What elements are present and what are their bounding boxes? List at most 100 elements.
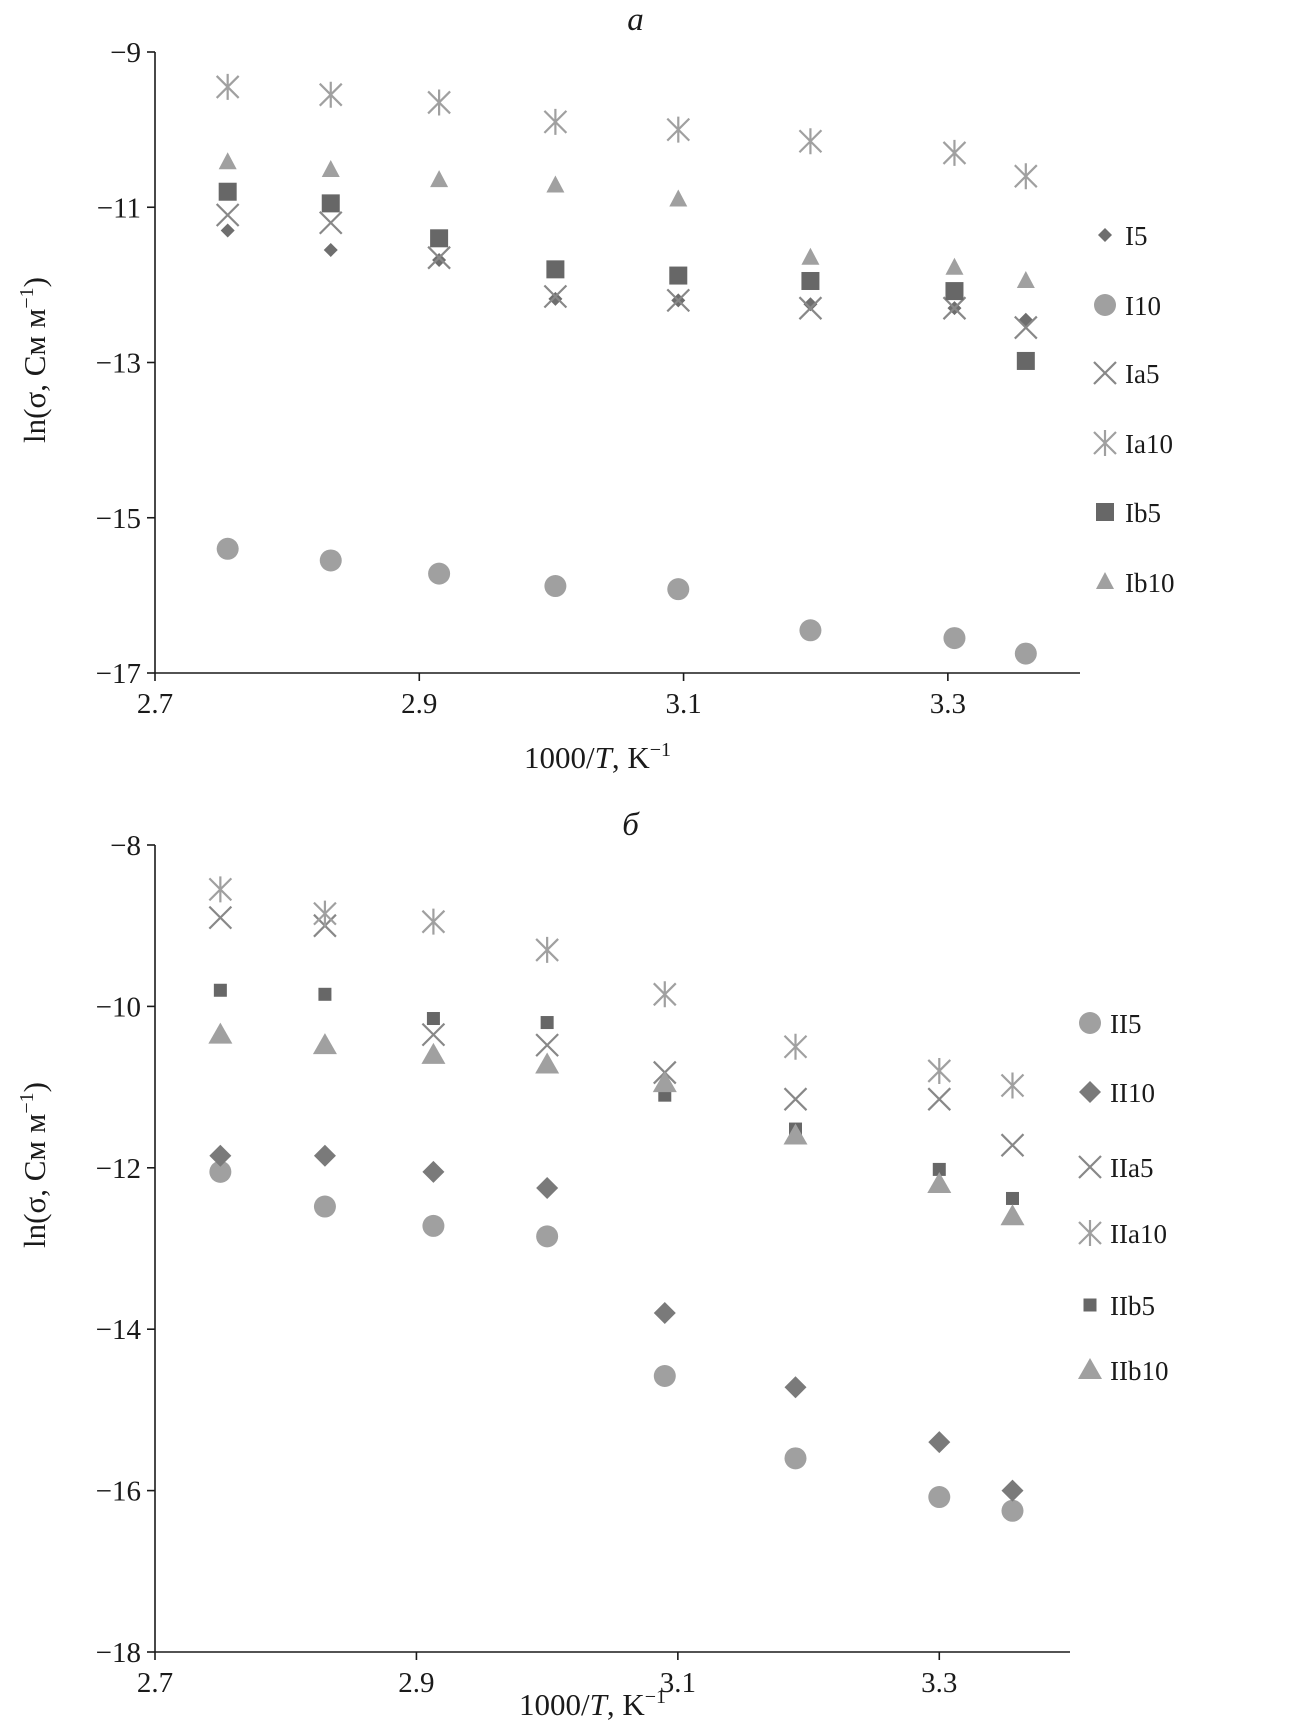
data-point-Ib10 bbox=[1016, 270, 1035, 288]
data-point-Ia10 bbox=[215, 73, 240, 100]
legend-label: IIa10 bbox=[1110, 1219, 1167, 1249]
data-point-Ib5 bbox=[669, 266, 688, 285]
x-tick-label: 2.9 bbox=[398, 1667, 434, 1699]
data-point-Ia5 bbox=[798, 296, 823, 320]
series-IIb10 bbox=[208, 1022, 1025, 1226]
y-axis-title: ln(σ, Cм м−1) bbox=[16, 1082, 52, 1248]
data-point-I10 bbox=[319, 549, 342, 572]
data-point-Ib10 bbox=[945, 257, 964, 275]
series-Ib5 bbox=[218, 182, 1035, 370]
data-point-Ib5 bbox=[945, 282, 964, 301]
data-point-Ib10 bbox=[218, 152, 237, 170]
data-point-Ia10 bbox=[543, 108, 568, 135]
y-tick-label: −13 bbox=[96, 348, 141, 380]
data-point-I5 bbox=[220, 223, 235, 238]
data-point-IIb10 bbox=[927, 1171, 952, 1193]
y-axis-title: ln(σ, Cм м−1) bbox=[16, 277, 52, 443]
x-tick-label: 3.3 bbox=[921, 1667, 957, 1699]
data-point-I5 bbox=[803, 297, 818, 312]
data-point-I5 bbox=[1018, 312, 1033, 327]
legend-marker-IIa5 bbox=[1078, 1155, 1102, 1179]
y-tick-label: −17 bbox=[96, 658, 141, 690]
data-point-Ia10 bbox=[942, 139, 967, 166]
data-point-I5 bbox=[323, 242, 338, 257]
data-point-I10 bbox=[799, 619, 822, 642]
data-point-IIb5 bbox=[540, 1016, 554, 1030]
data-point-Ia10 bbox=[1014, 163, 1038, 190]
series-Ia10 bbox=[215, 73, 1038, 190]
data-point-IIb10 bbox=[783, 1123, 808, 1145]
y-tick-label: −9 bbox=[110, 37, 141, 69]
data-point-Ib10 bbox=[546, 175, 565, 193]
data-point-II10 bbox=[784, 1376, 807, 1399]
data-point-Ia5 bbox=[666, 288, 691, 313]
data-point-Ib10 bbox=[430, 170, 449, 188]
y-tick-label: −12 bbox=[96, 1153, 141, 1185]
legend-marker-II5 bbox=[1079, 1012, 1101, 1034]
data-point-II10 bbox=[313, 1144, 336, 1167]
legend-marker-II10 bbox=[1079, 1081, 1101, 1103]
data-point-Ib5 bbox=[218, 182, 237, 201]
data-point-II10 bbox=[928, 1431, 951, 1454]
chart-panel-1: −9 −11 −13 −15 −172.7 2.9 3.1 3.3 a 1000/T, K−1 ln… bbox=[16, 2, 1175, 775]
series-Ia5 bbox=[215, 203, 1038, 340]
legend-marker-Ib10 bbox=[1096, 572, 1114, 589]
data-point-IIb5 bbox=[932, 1162, 946, 1176]
data-point-IIb10 bbox=[652, 1071, 677, 1093]
data-point-Ib5 bbox=[1016, 351, 1035, 370]
legend-label: I5 bbox=[1125, 221, 1148, 251]
x-tick-label: 3.1 bbox=[660, 1667, 696, 1699]
data-point-II5 bbox=[1001, 1499, 1024, 1522]
legend-marker-I5 bbox=[1098, 228, 1112, 242]
data-point-Ia5 bbox=[942, 296, 967, 320]
legend-label: Ia10 bbox=[1125, 429, 1173, 459]
legend-label: II10 bbox=[1110, 1078, 1155, 1108]
data-point-IIb5 bbox=[213, 983, 227, 997]
chart-panel-2: −8 −10 −12 −14 −16 −182.7 2.9 3.1 3.3 б 1000/T, K−… bbox=[16, 807, 1168, 1722]
legend-marker-I10 bbox=[1094, 294, 1116, 316]
y-tick-label: −11 bbox=[97, 192, 141, 224]
data-point-IIb10 bbox=[535, 1052, 560, 1074]
legend-label: IIa5 bbox=[1110, 1153, 1153, 1183]
data-point-Ib5 bbox=[546, 260, 565, 279]
legend: I5 I10 Ia5 Ia10 Ib5 Ib10 bbox=[1093, 221, 1175, 598]
data-point-IIb5 bbox=[1005, 1191, 1019, 1205]
series-Ib10 bbox=[218, 152, 1035, 288]
data-point-I10 bbox=[667, 578, 690, 601]
data-point-IIa10 bbox=[653, 981, 677, 1008]
data-point-IIb10 bbox=[421, 1042, 446, 1064]
legend-marker-Ib5 bbox=[1096, 503, 1114, 521]
data-point-Ib10 bbox=[801, 247, 820, 265]
data-point-II10 bbox=[1001, 1479, 1024, 1502]
series-IIb5 bbox=[213, 983, 1019, 1205]
legend-marker-Ia5 bbox=[1093, 361, 1117, 385]
data-point-Ia5 bbox=[318, 210, 343, 235]
data-point-IIb10 bbox=[208, 1022, 233, 1044]
data-point-II10 bbox=[209, 1144, 232, 1167]
x-tick-label: 2.7 bbox=[137, 1667, 173, 1699]
data-point-IIa5 bbox=[783, 1087, 808, 1111]
data-point-II5 bbox=[209, 1160, 232, 1183]
data-point-Ia10 bbox=[318, 81, 343, 108]
legend-label: Ia5 bbox=[1125, 359, 1159, 389]
series-IIa10 bbox=[208, 876, 1025, 1099]
data-point-I10 bbox=[428, 562, 451, 585]
legend-label: IIb5 bbox=[1110, 1291, 1155, 1321]
y-tick-label: −8 bbox=[110, 830, 141, 862]
data-point-IIa5 bbox=[1000, 1133, 1025, 1157]
data-point-II5 bbox=[536, 1225, 559, 1248]
data-point-I5 bbox=[432, 253, 447, 268]
data-point-Ib10 bbox=[669, 189, 688, 207]
data-point-I10 bbox=[544, 575, 567, 598]
data-point-IIa10 bbox=[421, 908, 446, 935]
data-point-Ia10 bbox=[798, 128, 823, 155]
data-point-II10 bbox=[536, 1176, 559, 1199]
data-point-IIb5 bbox=[426, 1012, 440, 1026]
legend-marker-IIb5 bbox=[1083, 1298, 1097, 1312]
legend: II5 II10 IIa5 IIa10 IIb5 IIb10 bbox=[1078, 1009, 1168, 1386]
x-tick-label: 3.1 bbox=[665, 688, 701, 720]
data-point-II5 bbox=[313, 1195, 336, 1218]
y-tick-label: −15 bbox=[96, 503, 141, 535]
data-point-Ib10 bbox=[321, 159, 340, 177]
data-point-II10 bbox=[422, 1160, 445, 1183]
